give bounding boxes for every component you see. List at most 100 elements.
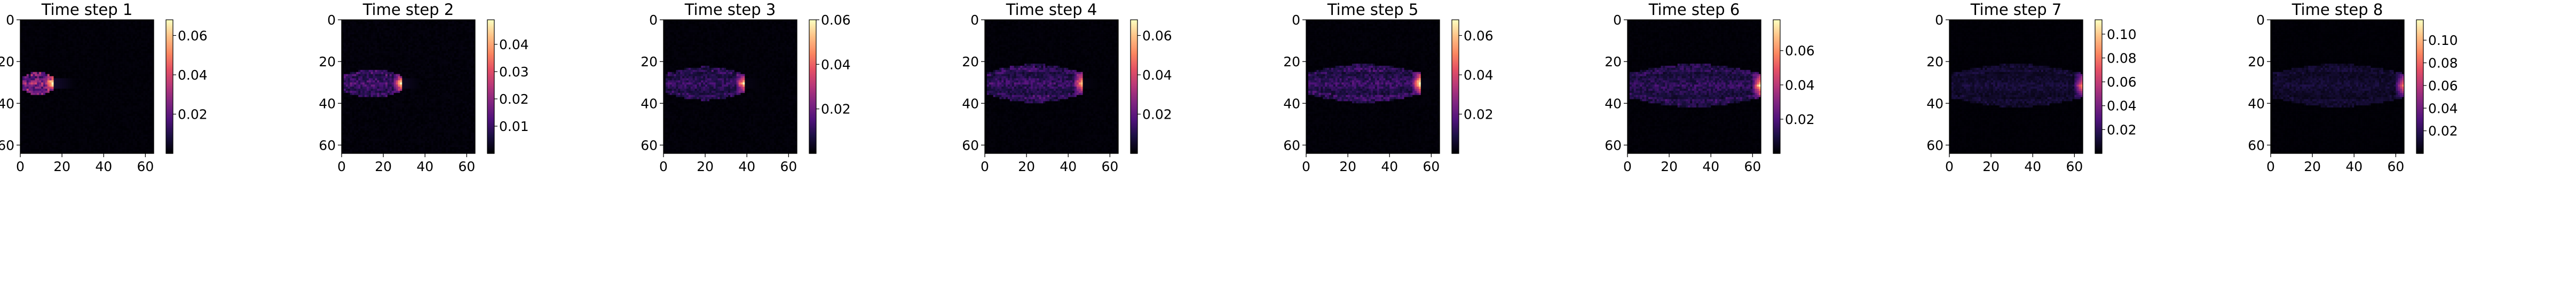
heatmap-cell (91, 97, 93, 99)
heatmap-cell (112, 34, 114, 36)
heatmap-cell (413, 26, 415, 28)
heatmap-cell (83, 89, 85, 91)
heatmap-cell (135, 80, 137, 82)
heatmap-cell (62, 57, 64, 59)
heatmap-cell (89, 34, 91, 36)
heatmap-cell (398, 30, 400, 33)
heatmap-cell (39, 47, 41, 49)
heatmap-cell (137, 137, 139, 139)
heatmap-cell (76, 41, 78, 43)
heatmap-cell (91, 57, 93, 59)
heatmap-cell (91, 141, 93, 143)
heatmap-cell (114, 66, 116, 68)
heatmap-cell (98, 116, 100, 118)
heatmap-cell (137, 149, 139, 151)
heatmap-cell (31, 74, 33, 76)
heatmap-cell (31, 38, 33, 41)
heatmap-cell (118, 61, 121, 64)
heatmap-cell (141, 139, 144, 141)
heatmap-cell (421, 36, 423, 38)
heatmap-cell (106, 89, 108, 91)
heatmap-cell (70, 130, 73, 133)
heatmap-cell (83, 137, 85, 139)
heatmap-cell (124, 145, 127, 147)
heatmap-cell (64, 130, 66, 133)
heatmap-cell (139, 70, 141, 72)
heatmap-cell (48, 22, 50, 24)
heatmap-cell (147, 133, 149, 135)
heatmap-cell (456, 32, 459, 34)
heatmap-cell (110, 80, 112, 82)
heatmap-cell (33, 57, 35, 59)
heatmap-cell (68, 91, 70, 93)
heatmap-cell (85, 78, 87, 80)
heatmap-cell (139, 74, 141, 76)
heatmap-cell (43, 87, 45, 89)
heatmap-cell (149, 110, 152, 112)
heatmap-cell (104, 64, 106, 66)
heatmap-cell (70, 145, 73, 147)
heatmap-cell (22, 147, 25, 149)
heatmap-cell (64, 45, 66, 47)
heatmap-cell (87, 28, 89, 30)
heatmap-cell (101, 66, 104, 68)
heatmap-cell (375, 43, 377, 45)
heatmap-cell (98, 72, 100, 74)
heatmap-cell (56, 99, 58, 101)
heatmap-cell (394, 32, 396, 34)
heatmap-cell (112, 80, 114, 82)
heatmap-cell (43, 99, 45, 101)
heatmap-cell (89, 64, 91, 66)
heatmap-cell (54, 34, 56, 36)
heatmap-cell (404, 22, 406, 24)
heatmap-cell (96, 70, 98, 72)
heatmap-cell (64, 105, 66, 107)
heatmap-cell (76, 137, 78, 139)
heatmap-cell (344, 32, 346, 34)
heatmap-cell (98, 89, 100, 91)
heatmap-cell (127, 78, 129, 80)
heatmap-cell (362, 22, 365, 24)
heatmap-cell (45, 118, 48, 120)
heatmap-cell (143, 141, 145, 143)
heatmap-cell (362, 38, 365, 41)
heatmap-cell (25, 135, 27, 137)
heatmap-cell (108, 112, 110, 114)
heatmap-cell (43, 103, 45, 105)
heatmap-cell (121, 32, 123, 34)
heatmap-cell (31, 28, 33, 30)
heatmap-cell (398, 22, 400, 24)
heatmap-cell (139, 59, 141, 61)
heatmap-cell (45, 74, 48, 76)
heatmap-cell (131, 128, 133, 130)
heatmap-cell (139, 76, 141, 78)
heatmap-cell (108, 137, 110, 139)
heatmap-cell (104, 36, 106, 38)
heatmap-cell (98, 91, 100, 93)
heatmap-cell (73, 32, 75, 34)
heatmap-cell (106, 80, 108, 82)
heatmap-cell (121, 30, 123, 33)
heatmap-cell (133, 89, 135, 91)
heatmap-cell (110, 47, 112, 49)
heatmap-cell (87, 59, 89, 61)
heatmap-cell (118, 110, 121, 112)
heatmap-cell (25, 43, 27, 45)
heatmap-cell (110, 97, 112, 99)
heatmap-cell (58, 112, 60, 114)
heatmap-cell (87, 107, 89, 110)
heatmap-cell (56, 126, 58, 128)
heatmap-cell (135, 84, 137, 87)
heatmap-cell (454, 28, 456, 30)
heatmap-cell (114, 22, 116, 24)
heatmap-cell (99, 61, 101, 64)
heatmap-cell (114, 97, 116, 99)
heatmap-cell (89, 30, 91, 33)
heatmap-cell (147, 34, 149, 36)
heatmap-cell (463, 24, 465, 26)
heatmap-cell (396, 43, 398, 45)
heatmap-cell (358, 34, 360, 36)
heatmap-cell (141, 112, 144, 114)
heatmap-cell (98, 66, 100, 68)
heatmap-cell (73, 43, 75, 45)
